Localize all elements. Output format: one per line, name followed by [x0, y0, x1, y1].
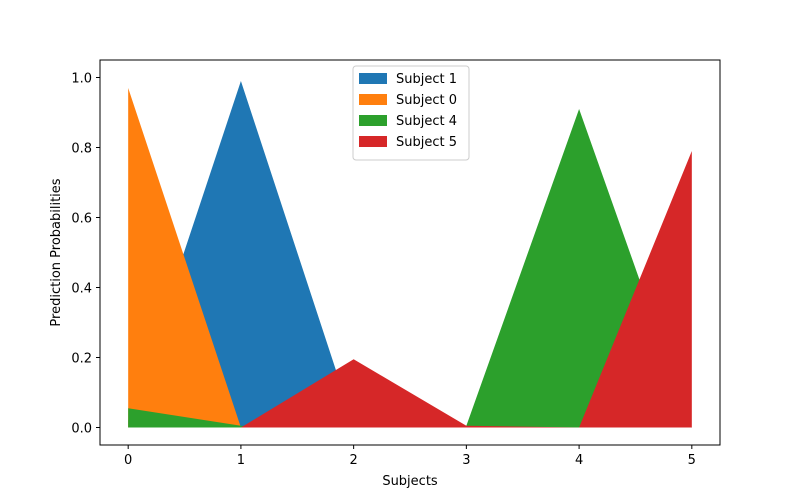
y-tick-label: 0.8	[71, 142, 92, 157]
x-axis: 0 1 2 3 4 5	[124, 445, 696, 468]
x-tick-label: 0	[124, 453, 132, 468]
series-areas	[128, 81, 692, 428]
y-axis-label: Prediction Probabilities	[49, 178, 64, 326]
x-axis-label: Subjects	[382, 474, 438, 489]
x-tick-label: 4	[575, 453, 583, 468]
y-tick-label: 0.2	[71, 352, 92, 367]
legend-label: Subject 0	[396, 93, 457, 108]
series-area-3	[128, 151, 692, 428]
legend-label: Subject 1	[396, 72, 457, 87]
series-area-2	[128, 109, 692, 428]
x-tick-label: 2	[349, 453, 357, 468]
y-tick-label: 1.0	[71, 72, 92, 87]
legend-swatch	[359, 136, 387, 147]
legend-label: Subject 4	[396, 114, 457, 129]
x-tick-label: 5	[688, 453, 696, 468]
y-tick-label: 0.6	[71, 212, 92, 227]
y-tick-label: 0.0	[71, 422, 92, 437]
legend-label: Subject 5	[396, 135, 457, 150]
legend: Subject 1 Subject 0 Subject 4 Subject 5	[352, 65, 470, 161]
series-area-1	[128, 88, 692, 428]
legend-swatch	[359, 94, 387, 105]
x-tick-label: 3	[462, 453, 470, 468]
y-tick-label: 0.4	[71, 282, 92, 297]
x-tick-label: 1	[237, 453, 245, 468]
plot-frame	[99, 59, 721, 446]
y-axis: 0.0 0.2 0.4 0.6 0.8 1.0	[71, 72, 100, 437]
series-area-0	[128, 81, 692, 428]
legend-swatch	[359, 73, 387, 84]
legend-swatch	[359, 115, 387, 126]
